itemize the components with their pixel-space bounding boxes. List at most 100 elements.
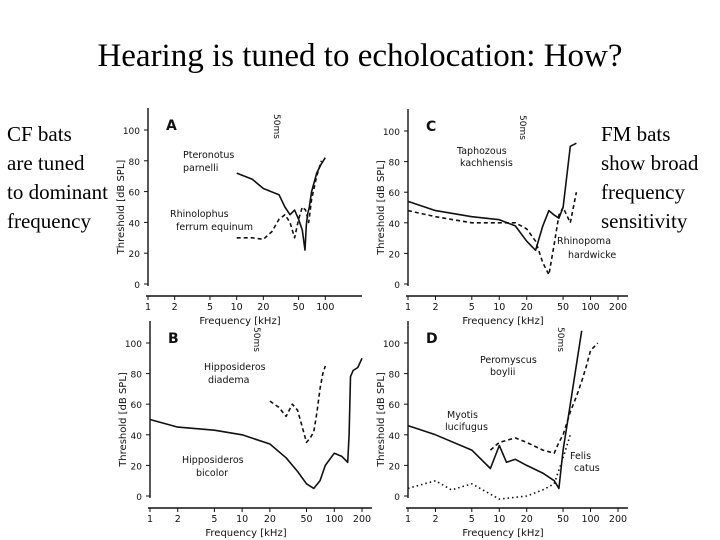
y-axis-label: Threshold [dB SPL] xyxy=(116,160,127,256)
x-tick-label: 200 xyxy=(353,514,371,525)
y-tick-label: 0 xyxy=(134,281,140,291)
x-tick-label: 20 xyxy=(257,302,269,313)
y-tick-label: 60 xyxy=(389,189,401,199)
x-tick-label: 100 xyxy=(581,302,599,313)
species-label: Hipposideros xyxy=(182,455,244,466)
fm-note-line: sensitivity xyxy=(601,209,688,233)
time-scale-label: 50ms xyxy=(271,114,281,139)
y-tick-label: 100 xyxy=(383,340,400,350)
y-tick-label: 20 xyxy=(389,462,401,472)
panel-letter: D xyxy=(426,331,438,347)
y-tick-label: 20 xyxy=(129,250,141,260)
time-scale-label: 50ms xyxy=(251,327,261,352)
y-tick-label: 40 xyxy=(389,432,401,442)
panel-letter: B xyxy=(168,331,179,347)
cf-note-line: to dominant xyxy=(7,180,108,204)
y-axis-label: Threshold [dB SPL] xyxy=(376,372,387,468)
x-tick-label: 20 xyxy=(264,514,276,525)
species-label: bicolor xyxy=(196,468,228,479)
y-tick-label: 60 xyxy=(389,401,401,411)
cf-note-line: are tuned xyxy=(7,151,85,175)
fm-note-line: frequency xyxy=(601,180,685,204)
slide-title: Hearing is tuned to echolocation: How? xyxy=(97,38,623,74)
y-tick-label: 60 xyxy=(131,401,143,411)
y-tick-label: 20 xyxy=(131,462,143,472)
y-tick-label: 60 xyxy=(129,189,141,199)
species-label: catus xyxy=(574,463,600,474)
x-tick-label: 10 xyxy=(493,302,505,313)
threshold-curve xyxy=(236,160,323,241)
species-label: Felis xyxy=(570,451,591,462)
x-tick-label: 10 xyxy=(231,302,243,313)
x-tick-label: 1 xyxy=(145,302,151,313)
x-tick-label: 5 xyxy=(469,514,475,525)
y-tick-label: 40 xyxy=(129,219,141,229)
x-tick-label: 1 xyxy=(405,514,411,525)
panel-letter: A xyxy=(166,118,177,134)
y-tick-label: 80 xyxy=(131,371,143,381)
species-label: ferrum equinum xyxy=(176,222,253,233)
x-tick-label: 5 xyxy=(207,302,213,313)
y-axis-label: Threshold [dB SPL] xyxy=(118,372,129,468)
y-tick-label: 80 xyxy=(129,158,141,168)
y-tick-label: 80 xyxy=(389,371,401,381)
x-tick-label: 200 xyxy=(609,514,627,525)
species-label: kachhensis xyxy=(460,158,513,169)
fm-note-line: FM bats xyxy=(601,122,671,146)
y-tick-label: 100 xyxy=(383,128,400,138)
cf-note-line: frequency xyxy=(7,209,91,233)
species-label: Hipposideros xyxy=(204,362,266,373)
species-label: Taphozous xyxy=(456,146,507,157)
threshold-curve xyxy=(407,192,578,276)
time-scale-label: 50ms xyxy=(555,327,565,352)
x-tick-label: 50 xyxy=(300,514,312,525)
threshold-curve xyxy=(407,330,583,490)
cf-bats-note: CF bats are tuned to dominant frequency xyxy=(7,120,108,236)
threshold-curve xyxy=(407,434,572,500)
x-tick-label: 200 xyxy=(609,302,627,313)
x-tick-label: 100 xyxy=(581,514,599,525)
threshold-curve xyxy=(236,157,326,251)
species-label: hardwicke xyxy=(568,250,616,261)
species-label: Myotis xyxy=(447,410,478,421)
x-tick-label: 2 xyxy=(175,514,181,525)
x-tick-label: 100 xyxy=(325,514,343,525)
x-tick-label: 1 xyxy=(405,302,411,313)
species-label: Rhinolophus xyxy=(170,209,229,220)
y-tick-label: 100 xyxy=(125,340,142,350)
time-scale-label: 50ms xyxy=(517,115,527,140)
x-tick-label: 2 xyxy=(172,302,178,313)
x-axis-label: Frequency [kHz] xyxy=(462,316,543,327)
y-tick-label: 0 xyxy=(136,493,142,503)
x-tick-label: 2 xyxy=(432,514,438,525)
y-tick-label: 0 xyxy=(394,493,400,503)
species-label: Rhinopoma xyxy=(557,236,611,247)
y-tick-label: 80 xyxy=(389,159,401,169)
x-tick-label: 20 xyxy=(521,302,533,313)
y-tick-label: 40 xyxy=(131,432,143,442)
x-tick-label: 1 xyxy=(147,514,153,525)
x-tick-label: 5 xyxy=(469,302,475,313)
x-tick-label: 5 xyxy=(211,514,217,525)
species-label: boylii xyxy=(490,367,515,378)
x-tick-label: 50 xyxy=(557,302,569,313)
x-axis-label: Frequency [kHz] xyxy=(462,528,543,539)
threshold-curve xyxy=(149,357,363,490)
y-tick-label: 20 xyxy=(389,250,401,260)
panel-letter: C xyxy=(426,119,436,135)
fm-note-line: show broad xyxy=(601,151,699,175)
species-label: Pteronotus xyxy=(183,150,234,161)
fm-bats-note: FM bats show broad frequency sensitivity xyxy=(601,120,698,236)
x-tick-label: 2 xyxy=(432,302,438,313)
y-tick-label: 100 xyxy=(123,127,140,137)
species-label: parnelli xyxy=(183,163,218,174)
x-tick-label: 50 xyxy=(557,514,569,525)
species-label: diadema xyxy=(208,375,249,386)
y-tick-label: 0 xyxy=(394,281,400,291)
x-tick-label: 10 xyxy=(493,514,505,525)
cf-note-line: CF bats xyxy=(7,122,72,146)
x-tick-label: 20 xyxy=(521,514,533,525)
species-label: lucifugus xyxy=(445,422,488,433)
x-tick-label: 50 xyxy=(293,302,305,313)
